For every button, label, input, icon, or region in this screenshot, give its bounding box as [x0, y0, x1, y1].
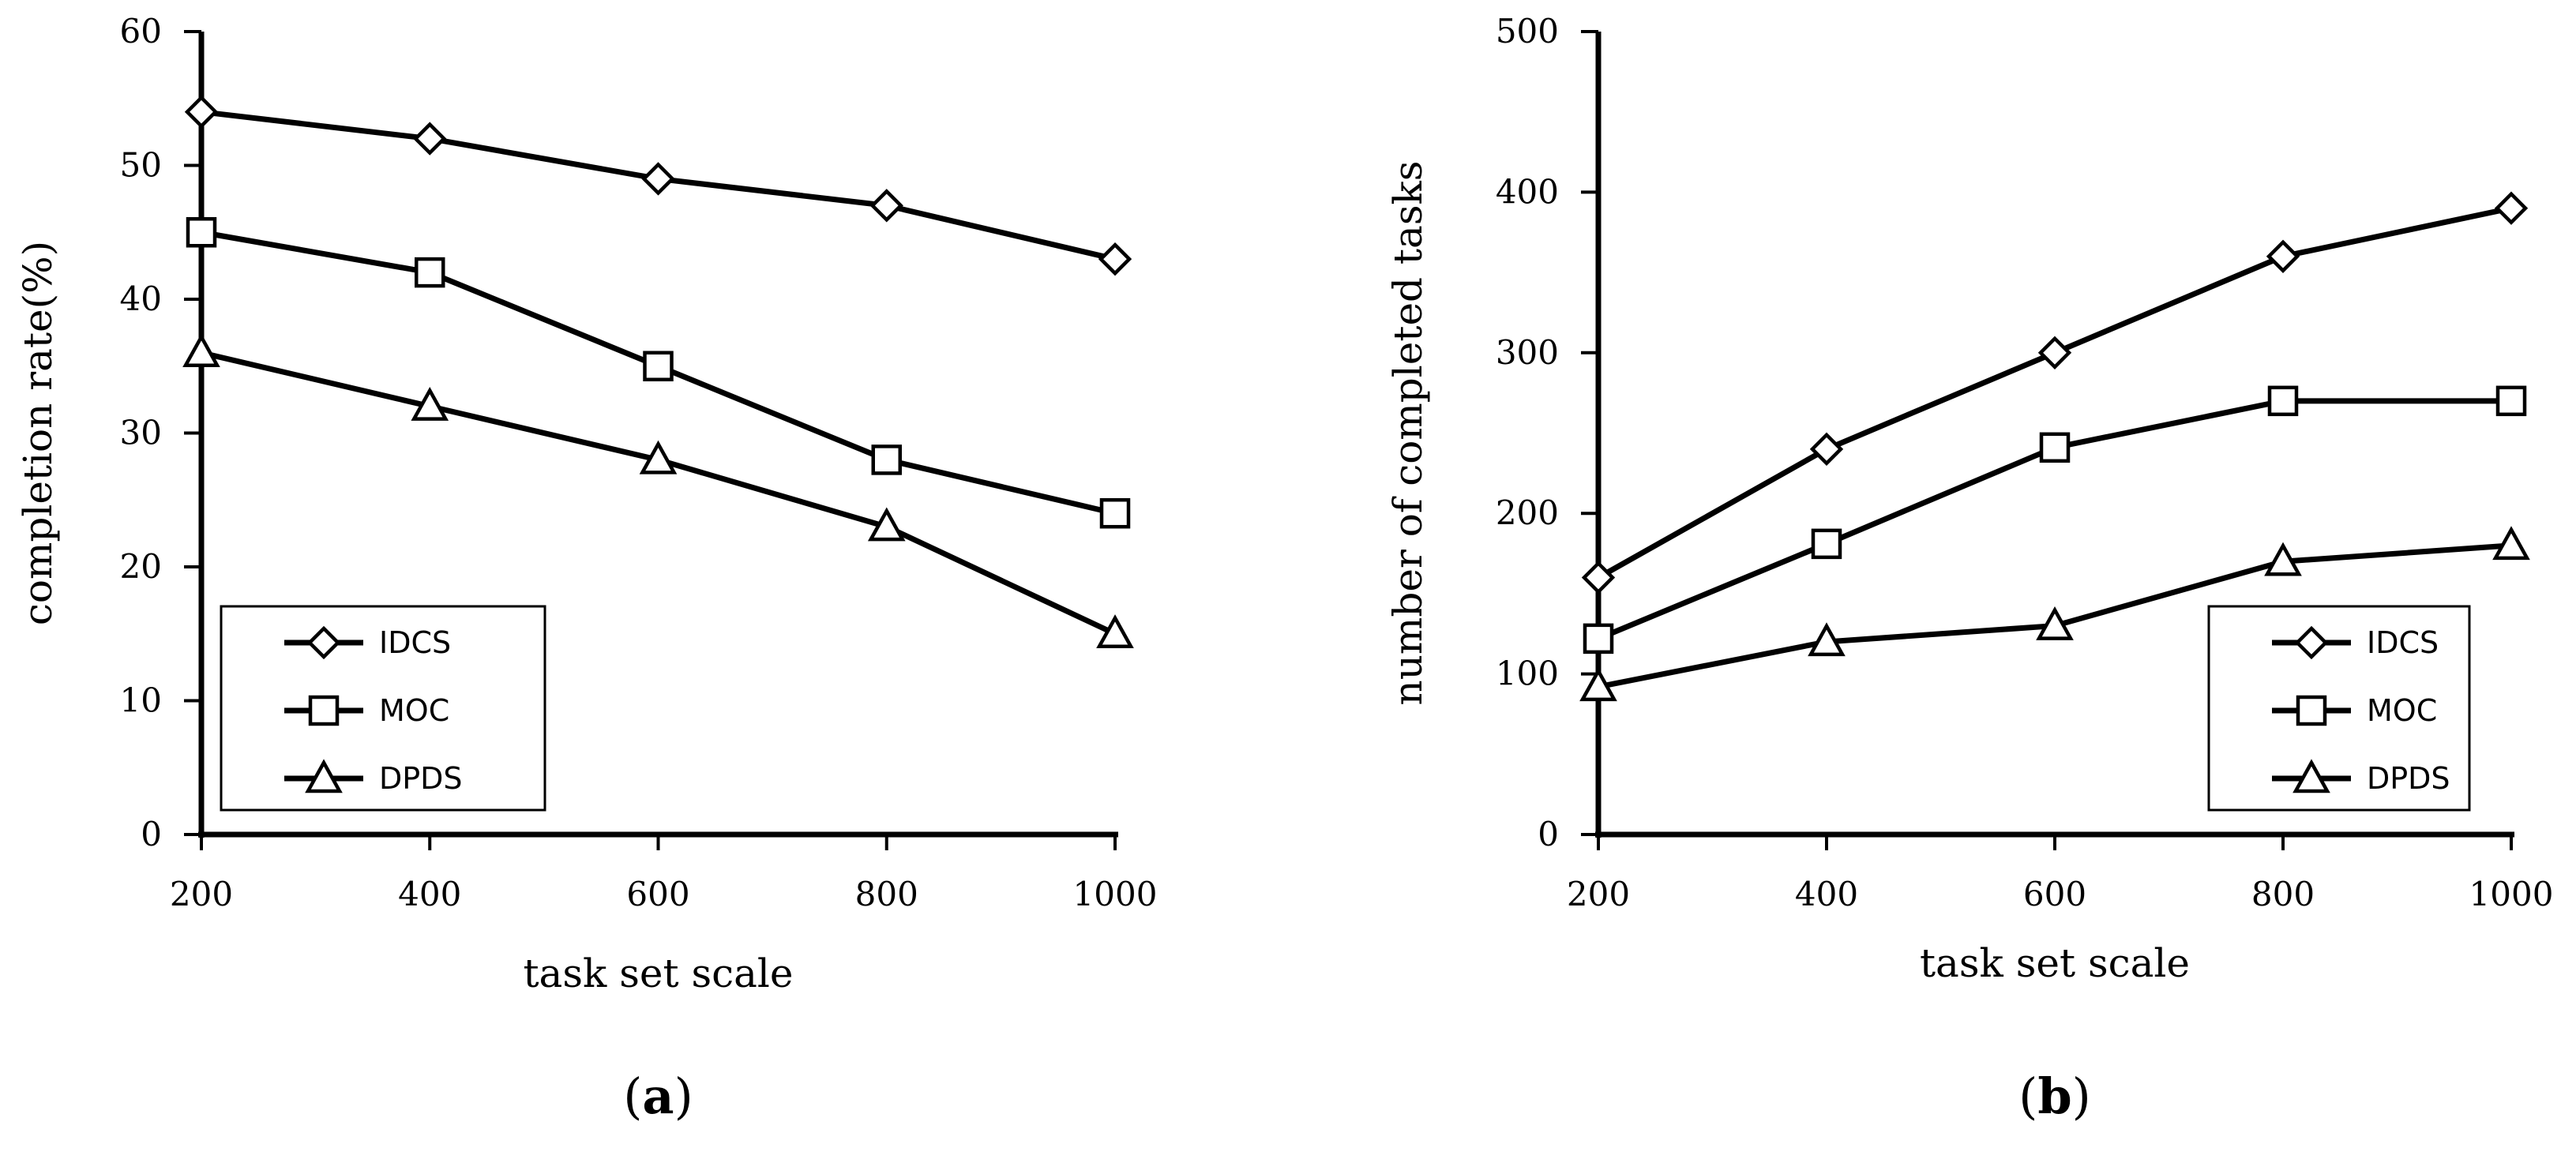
- y-tick-label: 60: [120, 12, 162, 51]
- point-dpds: [2492, 526, 2530, 561]
- point-idcs: [1581, 561, 1616, 595]
- legend-marker-dpds: [305, 759, 343, 793]
- y-tick-label: 500: [1496, 12, 1559, 51]
- point-moc: [871, 444, 902, 475]
- point-dpds: [1096, 614, 1134, 648]
- point-idcs: [2266, 239, 2300, 273]
- point-moc: [1811, 528, 1842, 560]
- x-tick-label: 600: [2023, 875, 2086, 913]
- chart-panel-a: 0 10 20 30 40 50 60 200 400 600 800 1000 task set sc…: [15, 12, 1157, 1125]
- point-moc: [643, 351, 674, 381]
- point-dpds: [411, 386, 449, 421]
- legend-marker-idcs: [2294, 625, 2329, 660]
- point-moc: [1099, 497, 1131, 529]
- legend-label-idcs: IDCS: [2367, 625, 2439, 660]
- legend-label-idcs: IDCS: [379, 625, 451, 660]
- y-axis-title: number of completed tasks: [1385, 161, 1431, 706]
- y-tick-label: 30: [120, 414, 162, 452]
- y-tick-label: 10: [120, 681, 162, 720]
- point-idcs: [1098, 242, 1132, 276]
- series-line-dpds: [201, 350, 1117, 636]
- point-moc: [2267, 385, 2299, 417]
- legend-marker-idcs: [306, 625, 341, 660]
- legend-label-moc: MOC: [379, 693, 449, 728]
- x-tick-label: 1000: [1073, 875, 1158, 913]
- point-moc: [186, 217, 217, 248]
- point-idcs: [184, 95, 219, 129]
- legend-label-dpds: DPDS: [2367, 761, 2450, 796]
- y-tick-label: 100: [1496, 655, 1559, 693]
- point-dpds: [639, 440, 678, 474]
- point-dpds: [867, 507, 906, 542]
- legend-label-moc: MOC: [2367, 693, 2437, 728]
- x-tick-label: 200: [170, 875, 233, 913]
- legend: IDCS MOC DPDS: [2207, 605, 2471, 812]
- legend: IDCS MOC DPDS: [220, 605, 546, 812]
- chart-panel-b: 0 100 200 300 400 500 200 400 600 800 1000 task set…: [1385, 12, 2553, 1125]
- legend-marker-dpds: [2292, 759, 2330, 793]
- point-dpds: [1579, 667, 1617, 702]
- point-dpds: [2264, 542, 2302, 576]
- y-tick-label: 50: [120, 146, 162, 185]
- y-axis-title: completion rate(%): [15, 241, 61, 625]
- panel-label: (b): [2018, 1067, 2091, 1125]
- legend-marker-moc: [2296, 695, 2327, 726]
- x-tick-label: 600: [626, 875, 689, 913]
- point-moc: [415, 257, 445, 288]
- point-dpds: [1808, 622, 1846, 657]
- x-tick-label: 800: [2251, 875, 2315, 913]
- y-tick-label: 200: [1496, 493, 1559, 532]
- point-idcs: [869, 189, 903, 223]
- x-tick-label: 1000: [2469, 875, 2554, 913]
- y-tick-label: 400: [1496, 172, 1559, 211]
- y-tick-label: 20: [120, 547, 162, 586]
- y-tick-label: 0: [141, 815, 162, 853]
- point-dpds: [2036, 606, 2074, 640]
- series-line-idcs: [1597, 205, 2512, 580]
- x-tick-label: 400: [1795, 875, 1858, 913]
- legend-box: [220, 605, 546, 812]
- y-tick-label: 40: [120, 279, 162, 318]
- legend-label-dpds: DPDS: [379, 761, 463, 796]
- point-moc: [2039, 432, 2071, 463]
- y-tick-label: 300: [1496, 333, 1559, 372]
- point-idcs: [1809, 432, 1844, 467]
- y-tick-label: 0: [1538, 815, 1559, 853]
- legend-marker-moc: [308, 695, 340, 726]
- x-tick-label: 200: [1567, 875, 1630, 913]
- point-moc: [1583, 623, 1614, 655]
- point-idcs: [2494, 191, 2529, 225]
- x-tick-label: 400: [398, 875, 461, 913]
- panel-label: (a): [623, 1067, 693, 1125]
- point-moc: [2495, 385, 2527, 417]
- x-axis-title: task set scale: [523, 951, 793, 996]
- point-idcs: [413, 122, 447, 156]
- x-axis-title: task set scale: [1920, 940, 2190, 986]
- x-tick-label: 800: [855, 875, 918, 913]
- point-idcs: [2037, 336, 2072, 369]
- point-idcs: [641, 162, 675, 196]
- point-dpds: [182, 333, 220, 368]
